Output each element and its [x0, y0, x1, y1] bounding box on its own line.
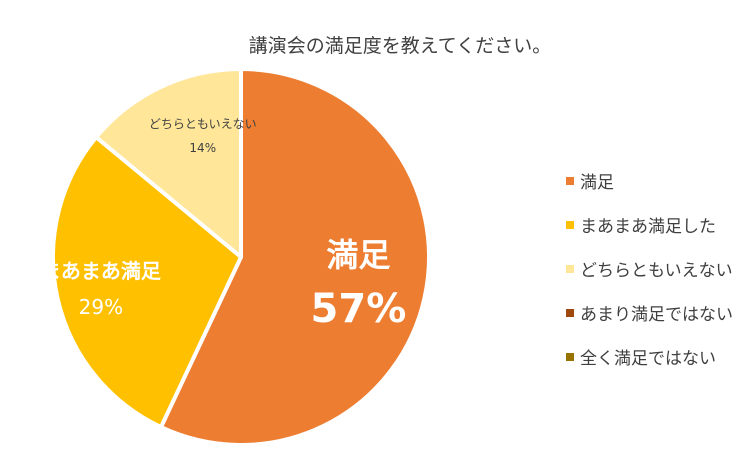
data-label-name-2: まあまあ満足 — [41, 259, 162, 283]
data-label-percent-1: 57% — [311, 286, 407, 332]
data-label-name-1: 満足 — [326, 236, 390, 274]
legend-label-3: どちらともいえない — [580, 261, 733, 281]
legend-swatch-2 — [566, 221, 574, 229]
legend-swatch-1 — [566, 177, 574, 185]
legend-label-2: まあまあ満足した — [580, 217, 716, 237]
legend-label-5: 全く満足ではない — [580, 349, 716, 369]
data-label-percent-2: 29% — [79, 295, 123, 319]
legend-swatch-4 — [566, 309, 574, 317]
legend-label-4: あまり満足ではない — [580, 305, 733, 325]
pie-slices — [51, 67, 431, 447]
data-labels: 満足 57% まあまあ満足 29% どちらともいえない 14% — [41, 117, 406, 332]
legend-label-1: 満足 — [580, 173, 614, 193]
pie-slice-3 — [94, 67, 243, 259]
chart-title: 講演会の満足度を教えてください。 — [249, 35, 551, 57]
pie-slice-1 — [158, 67, 431, 447]
data-label-name-3: どちらともいえない — [149, 117, 257, 131]
data-label-percent-3: 14% — [189, 141, 216, 155]
legend-swatch-5 — [566, 353, 574, 361]
pie-slice-2 — [51, 135, 243, 430]
legend-swatch-3 — [566, 265, 574, 273]
